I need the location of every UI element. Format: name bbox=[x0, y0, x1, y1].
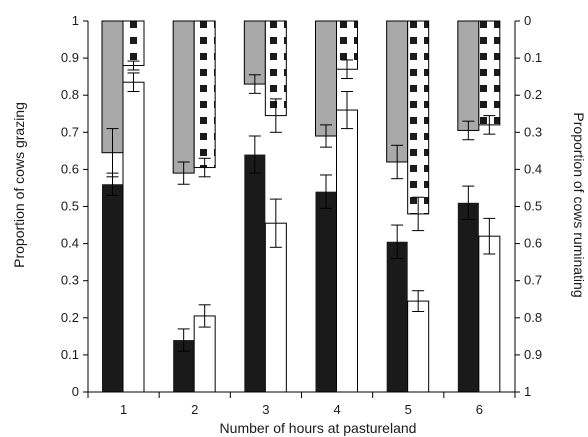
y-left-tick-label: 0.5 bbox=[61, 199, 79, 214]
ticks-layer: 0 0.1 0.2 0.3 0.4 0.5 0.6 0.7 0.8 0.9 1 0 0.1 0.2 0.3 0… bbox=[61, 13, 542, 417]
y-left-tick-label: 0.1 bbox=[61, 347, 79, 362]
y-axis-right-title: Proportion of cows ruminating bbox=[571, 112, 587, 297]
y-right-tick-label: 0.2 bbox=[524, 87, 542, 102]
x-tick-label: 4 bbox=[333, 402, 340, 417]
bar-grazing-white-1 bbox=[122, 81, 145, 393]
y-right-tick-label: 0.5 bbox=[524, 199, 542, 214]
bar-ruminating-gray-2 bbox=[172, 20, 195, 174]
y-axis-left-title: Proportion of cows grazing bbox=[11, 102, 27, 268]
y-left-tick-label: 0.7 bbox=[61, 124, 79, 139]
y-left-tick-label: 0.8 bbox=[61, 87, 79, 102]
y-left-tick-label: 0.6 bbox=[61, 161, 79, 176]
y-right-tick-label: 0.7 bbox=[524, 273, 542, 288]
y-right-tick-label: 0 bbox=[524, 13, 531, 28]
x-tick-label: 5 bbox=[405, 402, 412, 417]
bars-layer bbox=[101, 20, 501, 393]
bar-grazing-black-5 bbox=[386, 241, 408, 392]
bar-ruminating-dotted-5 bbox=[407, 20, 430, 215]
y-right-tick-label: 0.1 bbox=[524, 50, 542, 65]
bar-grazing-black-1 bbox=[102, 184, 123, 392]
y-right-tick-label: 0.3 bbox=[524, 124, 542, 139]
bar-grazing-white-6 bbox=[478, 235, 501, 393]
y-right-tick-label: 0.6 bbox=[524, 236, 542, 251]
y-left-tick-label: 0.9 bbox=[61, 50, 79, 65]
axes-layer bbox=[87, 21, 516, 393]
bar-grazing-black-6 bbox=[457, 202, 479, 392]
y-left-tick-label: 0.2 bbox=[61, 310, 79, 325]
x-axis-title: Number of hours at pastureland bbox=[220, 420, 417, 436]
y-left-tick-label: 1 bbox=[72, 13, 79, 28]
bar-grazing-white-5 bbox=[407, 300, 430, 393]
bar-grazing-black-2 bbox=[173, 340, 195, 392]
bar-grazing-white-3 bbox=[264, 222, 287, 393]
bar-ruminating-dotted-2 bbox=[193, 20, 216, 169]
y-right-tick-label: 1 bbox=[524, 384, 531, 399]
bar-grazing-black-4 bbox=[315, 191, 337, 392]
y-right-tick-label: 0.8 bbox=[524, 310, 542, 325]
x-tick-label: 1 bbox=[120, 402, 127, 417]
bar-grazing-white-4 bbox=[336, 109, 358, 393]
bar-grazing-black-3 bbox=[244, 154, 266, 392]
x-tick-label: 2 bbox=[191, 402, 198, 417]
bar-ruminating-gray-5 bbox=[386, 20, 409, 163]
x-tick-label: 3 bbox=[262, 402, 269, 417]
bar-ruminating-gray-6 bbox=[457, 20, 480, 131]
y-right-tick-label: 0.4 bbox=[524, 161, 542, 176]
y-left-tick-label: 0.3 bbox=[61, 273, 79, 288]
error-bars-layer bbox=[106, 59, 496, 352]
bar-ruminating-gray-4 bbox=[315, 20, 337, 137]
y-left-tick-label: 0.4 bbox=[61, 236, 79, 251]
y-right-tick-label: 0.9 bbox=[524, 347, 542, 362]
y-left-tick-label: 0 bbox=[72, 384, 79, 399]
bar-ruminating-dotted-6 bbox=[478, 20, 501, 126]
bar-ruminating-dotted-1 bbox=[122, 20, 145, 67]
x-tick-label: 6 bbox=[476, 402, 483, 417]
